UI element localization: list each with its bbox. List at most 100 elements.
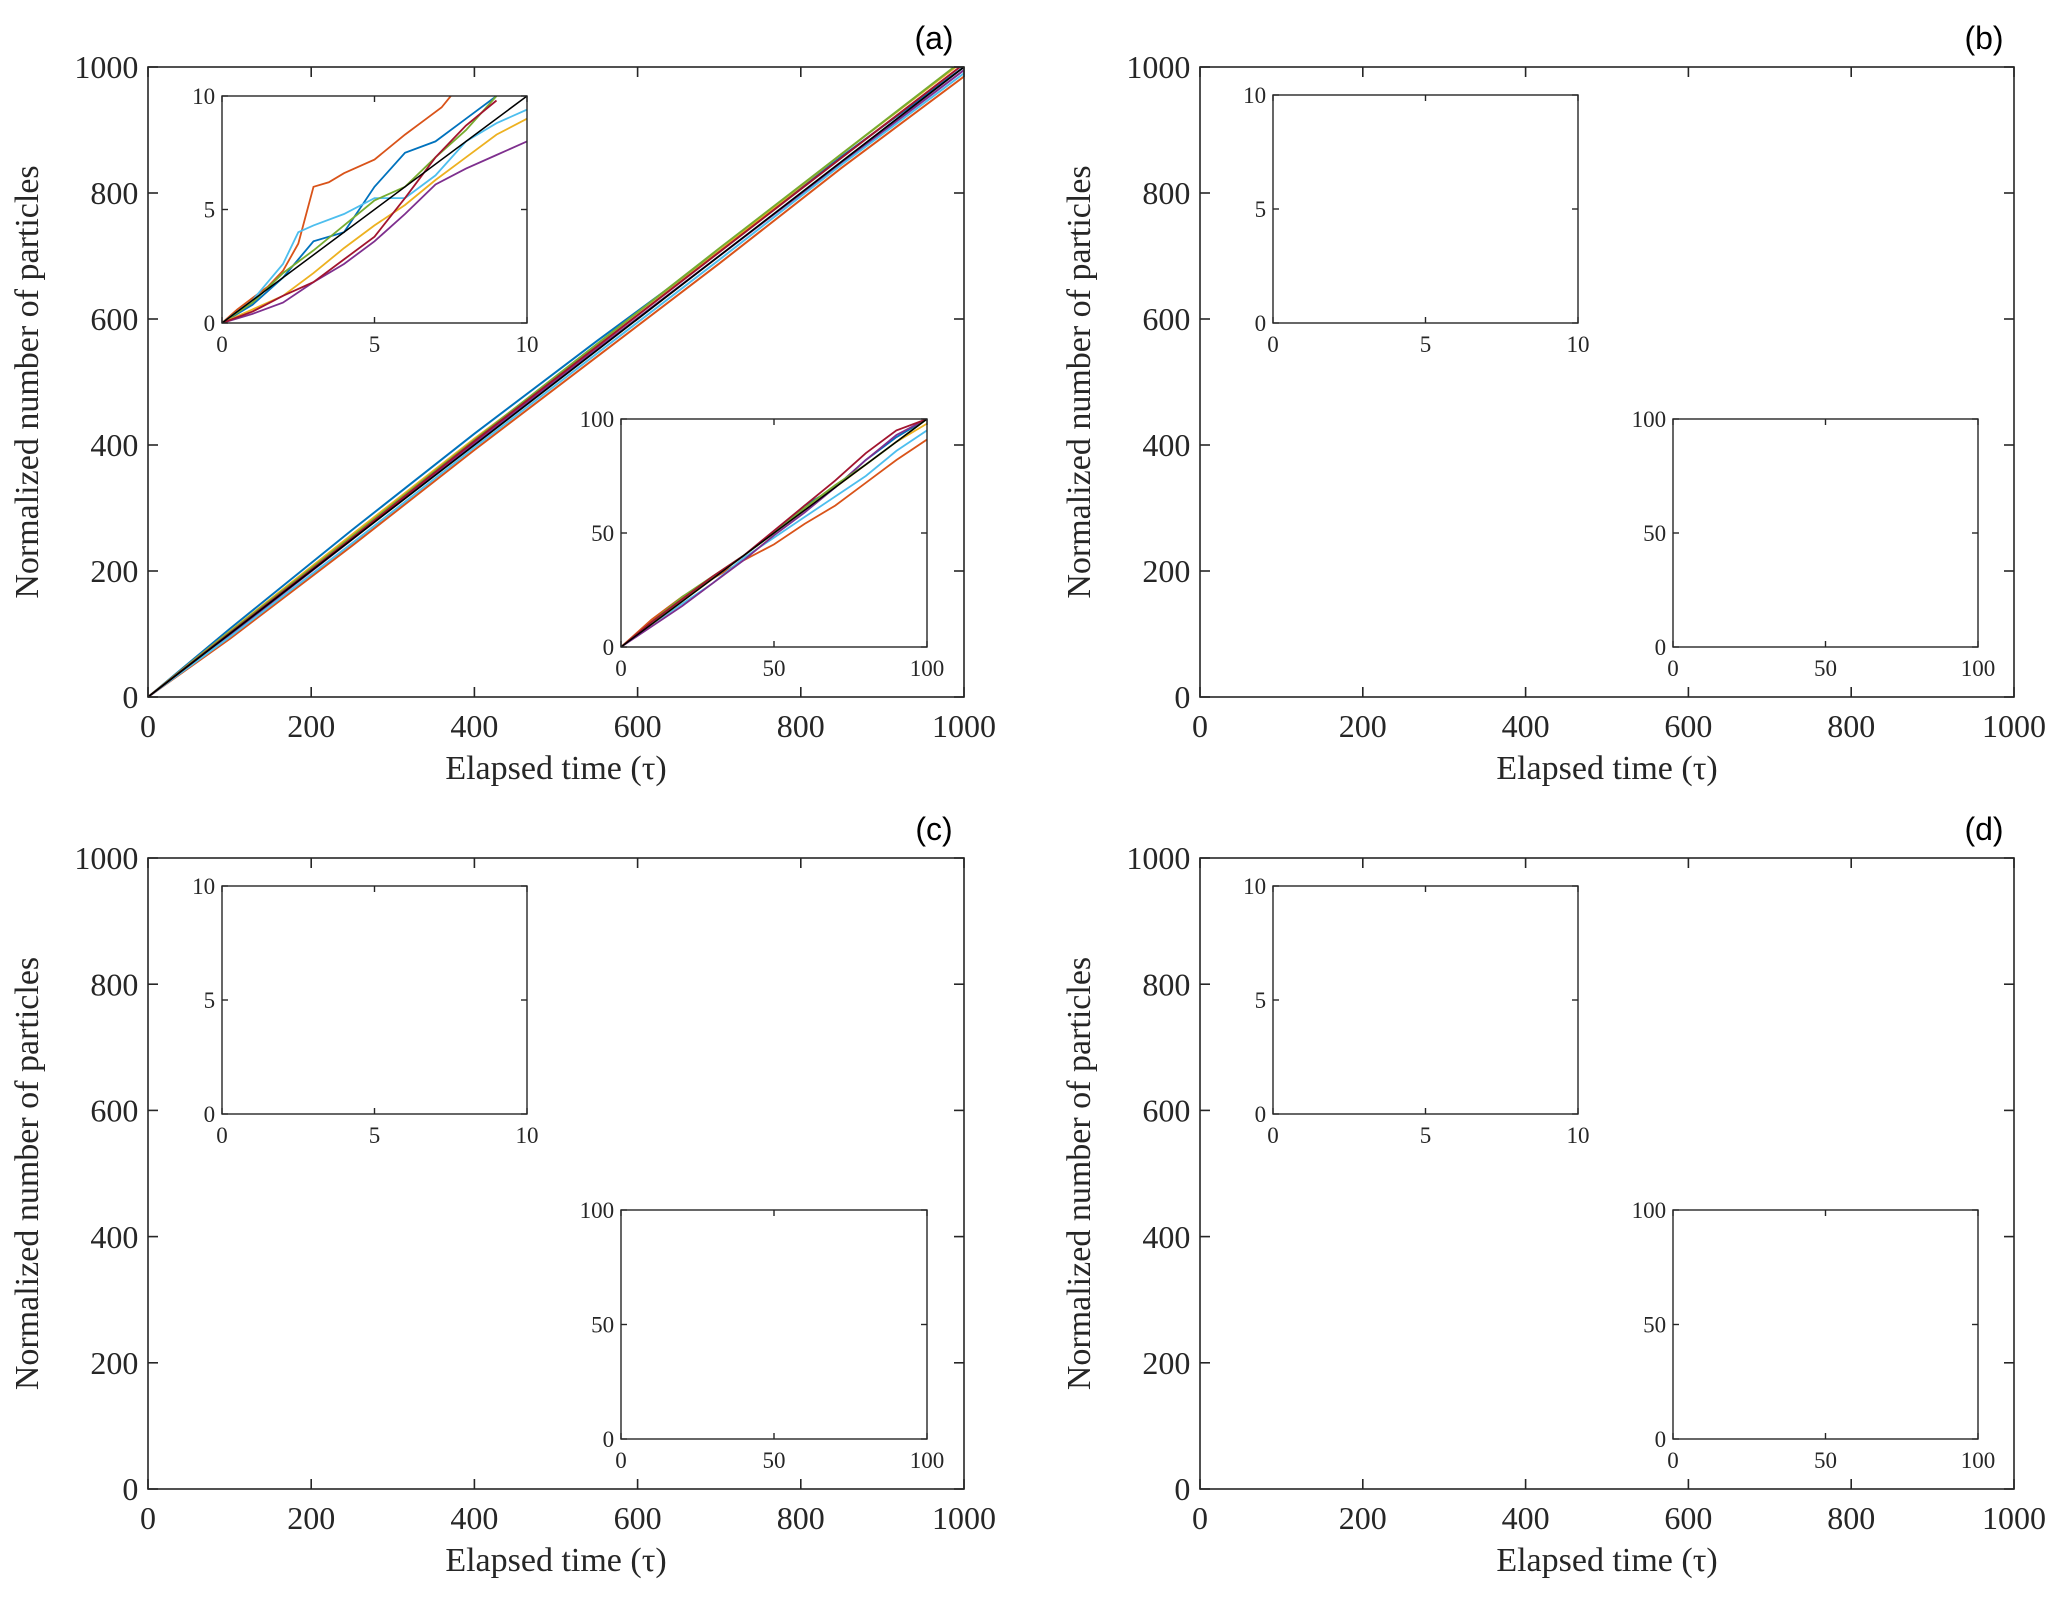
series-lightblue-5: [148, 72, 964, 697]
series-orange-1: [148, 75, 964, 697]
reference-line: [621, 419, 927, 647]
x-tick-label: 0: [140, 708, 156, 744]
x-tick-label: 5: [369, 1123, 381, 1148]
y-tick-label: 50: [1643, 521, 1666, 546]
series-green-3: [222, 96, 498, 323]
y-tick-label: 100: [1632, 407, 1667, 432]
x-tick-label: 100: [1961, 656, 1996, 681]
y-tick-label: 0: [1174, 679, 1190, 715]
panel-label: (c): [915, 811, 952, 847]
reference-line: [148, 67, 964, 697]
y-tick-label: 1000: [74, 49, 138, 85]
reference-line: [222, 96, 527, 323]
panel-label: (a): [914, 20, 953, 56]
y-tick-label: 100: [580, 1198, 615, 1223]
y-tick-label: 600: [90, 301, 138, 337]
x-tick-label: 50: [1814, 656, 1837, 681]
y-tick-label: 5: [1255, 988, 1267, 1013]
y-tick-label: 800: [1142, 175, 1190, 211]
x-tick-label: 200: [287, 708, 335, 744]
series-darkred-6: [222, 99, 498, 323]
series-purple-3: [148, 69, 964, 697]
y-tick-label: 50: [591, 1313, 614, 1338]
panel-label: (b): [1964, 20, 2003, 56]
inset-early: 0 5 10 0 5 10: [192, 874, 538, 1148]
x-tick-label: 5: [1420, 1123, 1432, 1148]
y-tick-label: 0: [1655, 1427, 1667, 1452]
y-tick-label: 600: [1142, 301, 1190, 337]
y-tick-label: 400: [1142, 427, 1190, 463]
x-axis-title: Elapsed time (τ): [1496, 750, 1717, 787]
y-tick-label: 10: [1243, 874, 1266, 899]
y-tick-label: 50: [1643, 1313, 1666, 1338]
main-axes-frame: [1199, 66, 2015, 698]
y-tick-label: 50: [591, 521, 614, 546]
x-tick-label: 100: [1961, 1448, 1996, 1473]
x-tick-label: 200: [1339, 1500, 1387, 1536]
inset-early-background: [1273, 95, 1578, 323]
x-tick-label: 600: [1664, 708, 1712, 744]
x-tick-label: 0: [615, 656, 627, 681]
x-tick-label: 1000: [1982, 708, 2046, 744]
y-tick-label: 0: [122, 1471, 138, 1507]
inset-mid-background: [621, 1210, 927, 1439]
series-darkred-6: [621, 419, 927, 647]
inset-early-background: [1273, 886, 1578, 1114]
y-tick-label: 10: [1243, 83, 1266, 108]
x-axis-title: Elapsed time (τ): [1496, 1542, 1717, 1579]
x-tick-label: 10: [516, 1123, 539, 1148]
y-tick-label: 0: [1655, 635, 1667, 660]
x-tick-label: 200: [287, 1500, 335, 1536]
x-tick-label: 0: [140, 1500, 156, 1536]
x-tick-label: 400: [1502, 708, 1550, 744]
y-tick-label: 5: [204, 988, 216, 1013]
y-tick-label: 400: [90, 1219, 138, 1255]
y-tick-label: 800: [1142, 966, 1190, 1002]
series-purple-4: [621, 419, 927, 647]
y-tick-label: 100: [1632, 1198, 1667, 1223]
x-tick-label: 200: [1339, 708, 1387, 744]
y-tick-label: 0: [603, 635, 615, 660]
main-axes-frame: [147, 66, 965, 698]
x-tick-label: 0: [615, 1448, 627, 1473]
y-tick-label: 1000: [74, 840, 138, 876]
panel-label: (d): [1964, 811, 2003, 847]
y-tick-label: 1000: [1126, 49, 1190, 85]
y-axis-title: Normalized number of particles: [1061, 165, 1098, 598]
y-tick-label: 0: [1255, 311, 1267, 336]
y-tick-label: 0: [1255, 1102, 1267, 1127]
y-tick-label: 600: [90, 1093, 138, 1129]
x-tick-label: 10: [1567, 332, 1590, 357]
inset-early-background: [222, 886, 527, 1114]
main-axes-frame: [147, 857, 965, 1490]
x-tick-label: 1000: [932, 1500, 996, 1536]
x-tick-label: 600: [614, 708, 662, 744]
x-tick-label: 800: [1827, 1500, 1875, 1536]
x-tick-label: 1000: [932, 708, 996, 744]
y-tick-label: 600: [1142, 1093, 1190, 1129]
y-tick-label: 800: [90, 175, 138, 211]
x-tick-label: 0: [1667, 656, 1679, 681]
y-tick-label: 10: [192, 84, 215, 109]
y-tick-label: 0: [204, 311, 216, 336]
x-tick-label: 600: [1664, 1500, 1712, 1536]
y-tick-label: 1000: [1126, 840, 1190, 876]
x-tick-label: 1000: [1982, 1500, 2046, 1536]
inset-mid: 0 50 100 0 50 100: [580, 1198, 945, 1473]
y-tick-label: 0: [1174, 1471, 1190, 1507]
y-tick-label: 100: [580, 407, 615, 432]
x-tick-label: 50: [763, 1448, 786, 1473]
series-lightblue-2: [621, 429, 927, 647]
y-axis-title: Normalized number of particles: [9, 165, 46, 598]
y-tick-label: 200: [1142, 553, 1190, 589]
x-tick-label: 100: [910, 1448, 945, 1473]
x-tick-label: 400: [450, 1500, 498, 1536]
x-tick-label: 0: [216, 1123, 228, 1148]
inset-mid-background: [1673, 1210, 1978, 1439]
y-tick-label: 0: [603, 1427, 615, 1452]
y-tick-label: 5: [204, 198, 216, 223]
